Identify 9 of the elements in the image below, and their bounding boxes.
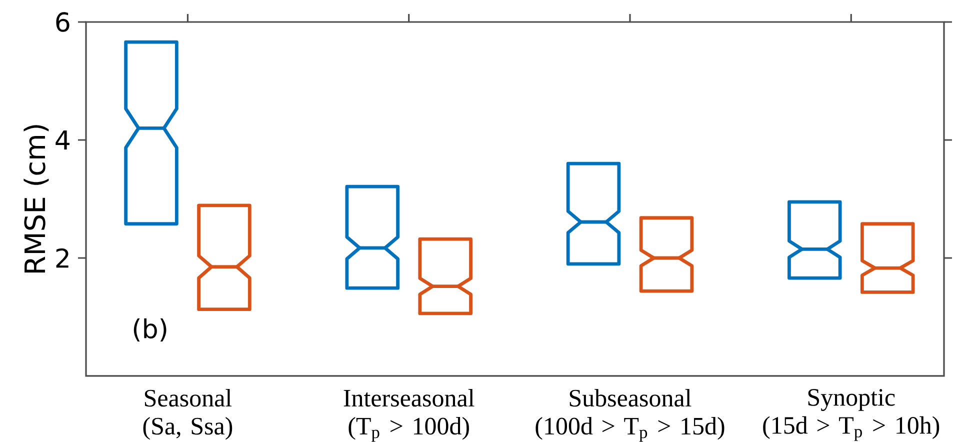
annotation: (b) xyxy=(134,318,166,342)
y-axis-title: RMSE (cm) xyxy=(24,125,49,272)
x-tick-label: Seasonal (Sa, Ssa) xyxy=(143,389,232,440)
x-tick-label: Subseasonal (100d > T$_{p}$ > 15d) xyxy=(536,389,724,442)
y-tick-label: 4 xyxy=(56,130,70,150)
y-tick-label: 6 xyxy=(56,12,70,32)
x-tick-label: Synoptic (15d > T$_{p}$ > 10h) xyxy=(763,389,940,441)
y-tick-label: 2 xyxy=(56,248,68,268)
x-tick-label: Interseasonal (T$_{p}$ > 100d) xyxy=(344,389,474,442)
